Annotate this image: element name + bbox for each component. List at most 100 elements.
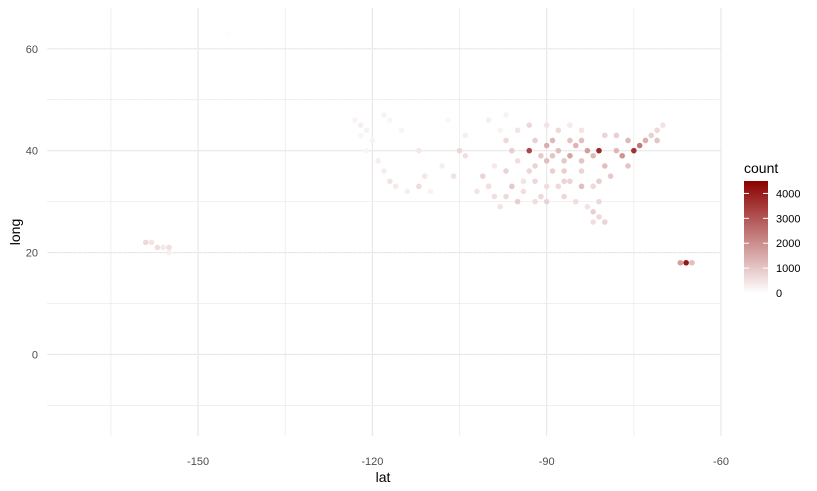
data-point xyxy=(625,163,631,169)
data-point xyxy=(532,163,538,169)
data-point xyxy=(503,137,509,144)
data-point xyxy=(532,178,538,185)
data-point xyxy=(224,30,230,37)
data-point xyxy=(485,183,492,190)
data-point xyxy=(567,137,573,144)
data-point xyxy=(543,198,550,205)
data-point xyxy=(677,259,684,266)
legend-tick-label: 0 xyxy=(776,288,782,300)
data-points xyxy=(142,30,695,266)
data-point xyxy=(392,183,399,190)
data-point xyxy=(596,147,602,154)
data-point xyxy=(648,132,655,139)
data-point xyxy=(584,203,591,210)
data-point xyxy=(642,137,649,144)
data-point xyxy=(660,122,666,128)
legend-ticks: 0 1000 2000 3000 4000 xyxy=(744,188,800,300)
data-point xyxy=(543,142,550,149)
data-point xyxy=(543,158,550,164)
data-point xyxy=(514,127,521,134)
data-point xyxy=(485,117,492,123)
y-tick-label: 40 xyxy=(26,146,38,158)
data-point xyxy=(416,147,422,154)
data-point xyxy=(387,117,393,123)
data-point xyxy=(381,112,387,118)
data-point xyxy=(479,173,486,179)
data-point xyxy=(596,214,602,220)
data-point xyxy=(427,188,434,195)
axis-labels: -150 -120 -90 -60 0 20 40 60 xyxy=(26,44,729,468)
data-point xyxy=(520,178,527,185)
data-point xyxy=(689,259,695,266)
data-point xyxy=(601,219,608,225)
legend-tick-label: 1000 xyxy=(776,263,800,275)
data-point xyxy=(416,183,422,190)
data-point xyxy=(590,209,596,215)
x-tick-label: -150 xyxy=(187,456,209,468)
data-point xyxy=(166,244,172,251)
data-point xyxy=(357,122,364,128)
grid-lines xyxy=(47,8,722,436)
data-point xyxy=(590,183,596,190)
data-point xyxy=(538,193,544,200)
data-point xyxy=(520,188,527,195)
x-tick-label: -120 xyxy=(361,456,383,468)
data-point xyxy=(590,219,596,225)
data-point xyxy=(578,183,585,190)
data-point xyxy=(538,152,544,159)
y-tick-label: 20 xyxy=(26,248,38,260)
data-point xyxy=(561,193,567,200)
data-point xyxy=(462,132,469,139)
y-tick-label: 0 xyxy=(32,349,38,361)
data-point xyxy=(503,193,509,200)
data-point xyxy=(631,147,637,154)
data-point xyxy=(352,117,358,123)
data-point xyxy=(491,163,498,169)
data-point xyxy=(526,168,533,174)
data-point xyxy=(578,137,585,144)
data-point xyxy=(549,137,556,144)
data-point xyxy=(613,147,620,154)
x-tick-label: -90 xyxy=(539,456,555,468)
data-point xyxy=(474,188,480,195)
data-point xyxy=(357,132,364,139)
legend-tick-label: 4000 xyxy=(776,188,800,200)
legend-colorbar xyxy=(744,181,768,293)
data-point xyxy=(456,147,463,154)
data-point xyxy=(561,178,567,185)
data-point xyxy=(683,259,689,266)
data-point xyxy=(549,152,556,159)
data-point xyxy=(596,178,602,185)
data-point xyxy=(154,244,161,251)
data-point xyxy=(532,198,538,205)
data-point xyxy=(503,168,509,174)
data-point xyxy=(625,137,631,144)
data-point xyxy=(596,198,602,205)
data-point xyxy=(561,168,567,174)
data-point xyxy=(555,127,562,134)
data-point xyxy=(526,147,533,154)
data-point xyxy=(619,152,626,159)
data-point xyxy=(561,158,567,164)
data-point xyxy=(601,132,608,139)
data-point xyxy=(555,147,562,154)
data-point xyxy=(567,178,573,185)
data-point xyxy=(148,239,155,246)
data-point xyxy=(607,173,614,179)
data-point xyxy=(578,158,585,164)
data-point xyxy=(578,168,585,174)
data-point xyxy=(555,183,562,190)
data-point xyxy=(363,127,370,134)
data-point xyxy=(387,178,393,185)
data-point xyxy=(567,152,573,159)
data-point xyxy=(526,122,533,128)
data-point xyxy=(445,117,451,123)
legend-title: count xyxy=(744,160,778,176)
data-point xyxy=(142,239,149,246)
data-point xyxy=(543,183,550,190)
data-point xyxy=(381,168,387,174)
legend-tick-label: 2000 xyxy=(776,238,800,250)
data-point xyxy=(509,147,515,154)
data-point xyxy=(584,147,591,154)
